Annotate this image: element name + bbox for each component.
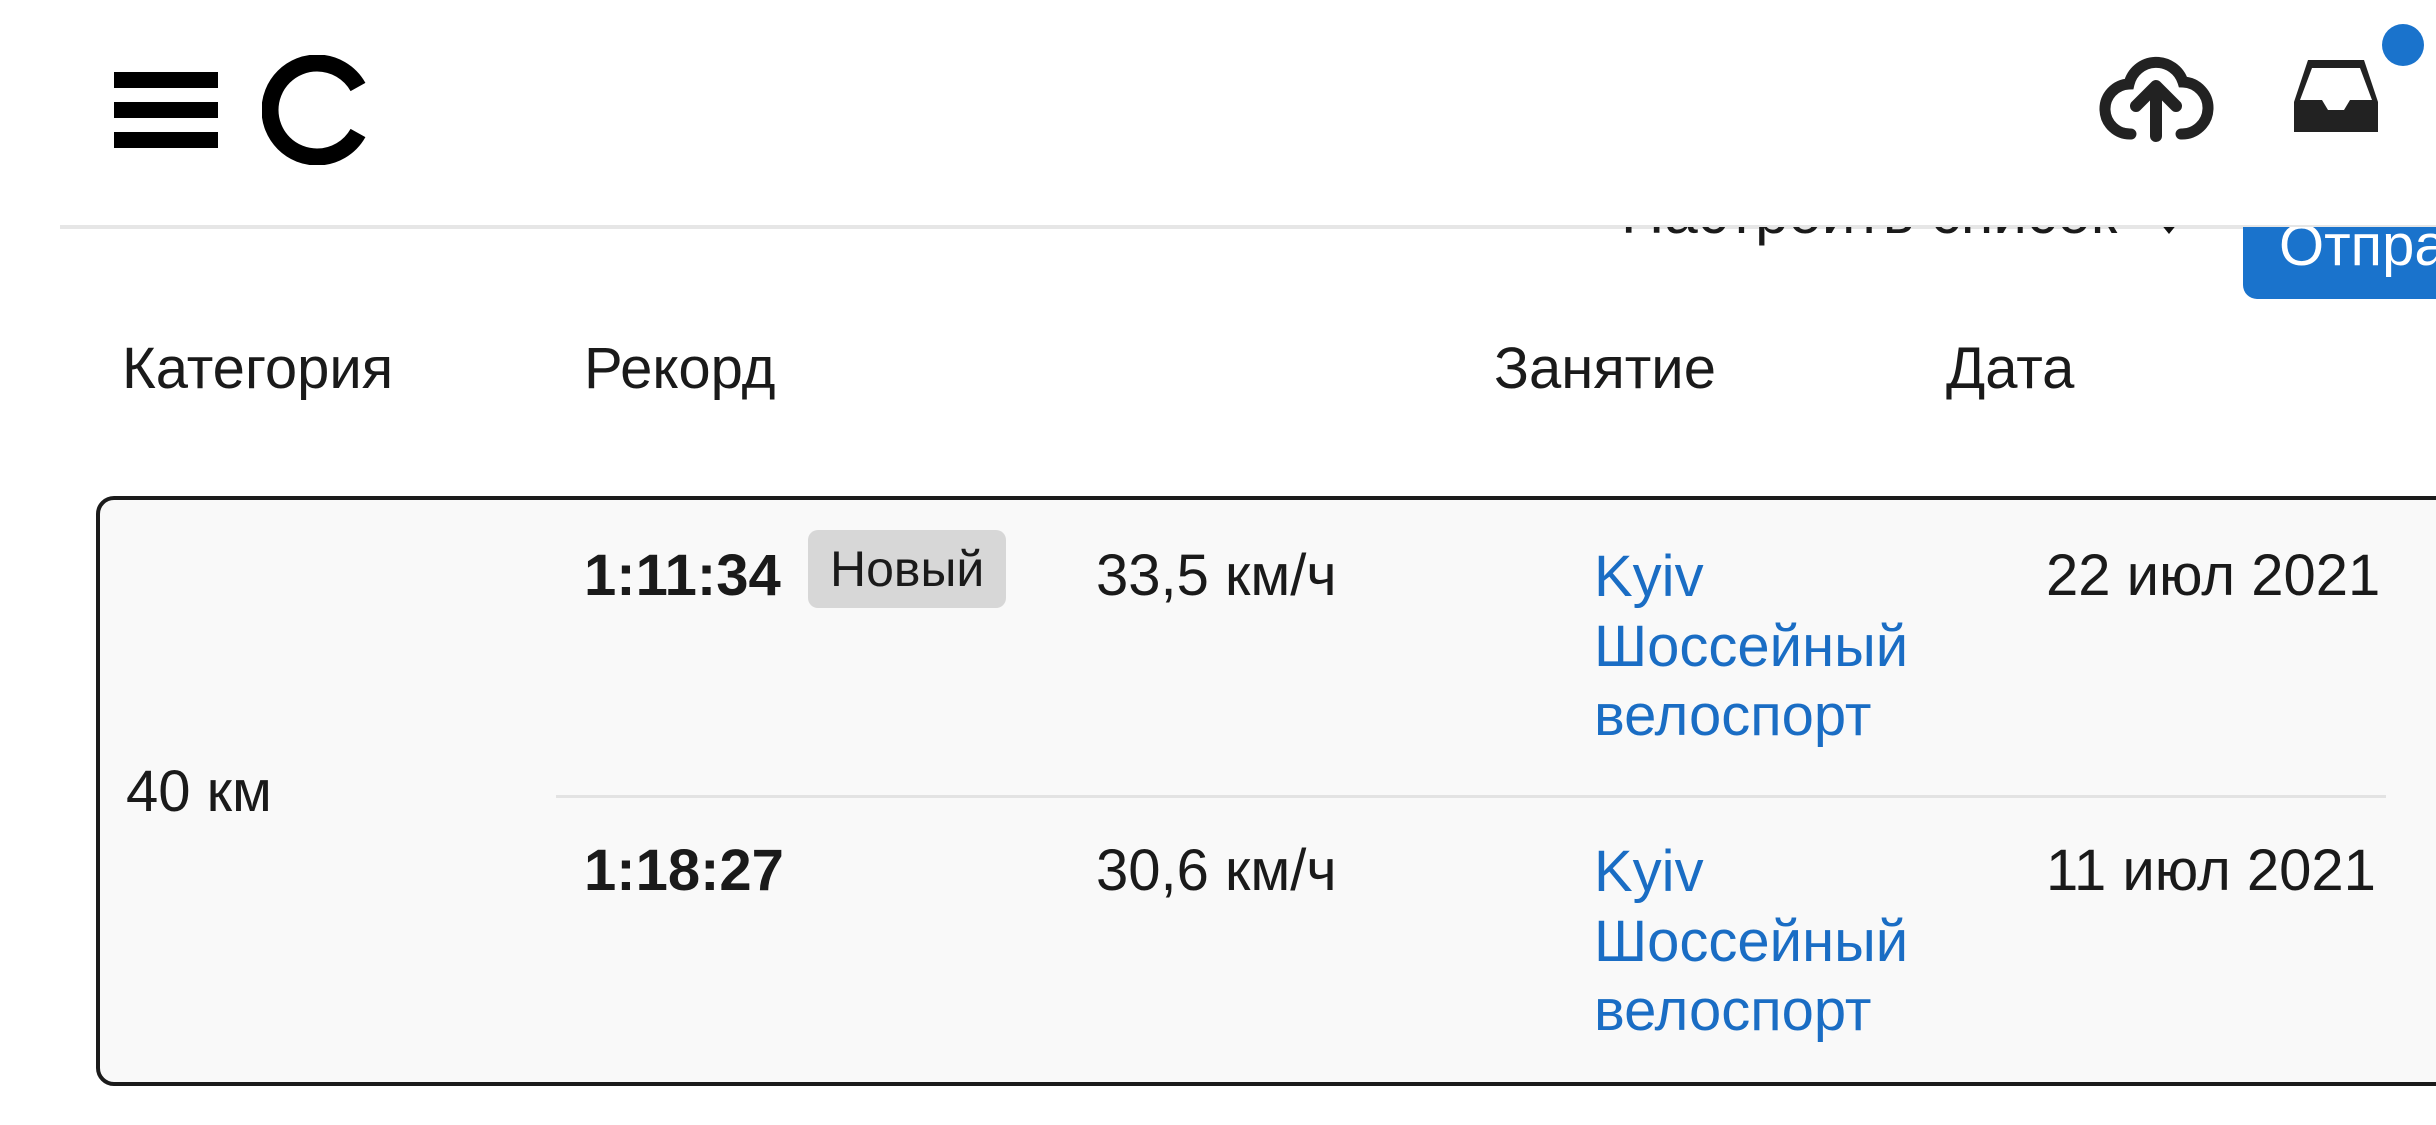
category-cell: 40 км (126, 758, 272, 824)
record-time: 1:11:34 (584, 543, 781, 608)
app-header (0, 0, 2436, 229)
notification-badge (2382, 24, 2424, 66)
record-date: 22 июл 2021 (2046, 543, 2381, 608)
chevron-down-icon (2143, 227, 2196, 234)
configure-list-dropdown[interactable]: Настроить список (1621, 227, 2196, 243)
activity-link[interactable]: Kyiv Шоссейный велоспорт (1594, 839, 1909, 1044)
status-badge: Новый (808, 530, 1007, 608)
header-divider (60, 225, 2436, 229)
record-rows: 1:11:34 Новый 33,5 км/ч Kyiv Шоссейный в… (556, 500, 2436, 1082)
send-button[interactable]: Отправ (2243, 227, 2436, 299)
records-table: Категория Рекорд Занятие Дата (0, 340, 2436, 480)
column-header-record[interactable]: Рекорд (584, 336, 776, 401)
column-header-date[interactable]: Дата (1946, 336, 2075, 401)
table-row[interactable]: 1:18:27 30,6 км/ч Kyiv Шоссейный велоспо… (556, 795, 2436, 1082)
column-header-activity[interactable]: Занятие (1494, 336, 1716, 401)
configure-list-label: Настроить список (1621, 227, 2117, 243)
hamburger-bar (114, 102, 218, 118)
hamburger-menu-icon[interactable] (114, 72, 218, 148)
inbox-tray-icon[interactable] (2278, 44, 2394, 144)
record-date: 11 июл 2021 (2046, 838, 2376, 903)
record-speed: 30,6 км/ч (1096, 838, 1337, 903)
table-header-row: Категория Рекорд Занятие Дата (0, 340, 2436, 480)
record-speed: 33,5 км/ч (1096, 543, 1337, 608)
table-row[interactable]: 1:11:34 Новый 33,5 км/ч Kyiv Шоссейный в… (556, 500, 2436, 795)
record-group-card: 40 км 1:11:34 Новый 33,5 км/ч Kyiv Шоссе… (96, 496, 2436, 1086)
list-toolbar: Настроить список Отправ (0, 227, 2436, 307)
cloud-upload-icon[interactable] (2098, 48, 2214, 144)
hamburger-bar (114, 72, 218, 88)
hamburger-bar (114, 132, 218, 148)
column-header-category[interactable]: Категория (122, 336, 394, 401)
record-time: 1:18:27 (584, 838, 784, 903)
garmin-connect-c-logo[interactable] (262, 55, 372, 165)
activity-link[interactable]: Kyiv Шоссейный велоспорт (1594, 544, 1909, 749)
